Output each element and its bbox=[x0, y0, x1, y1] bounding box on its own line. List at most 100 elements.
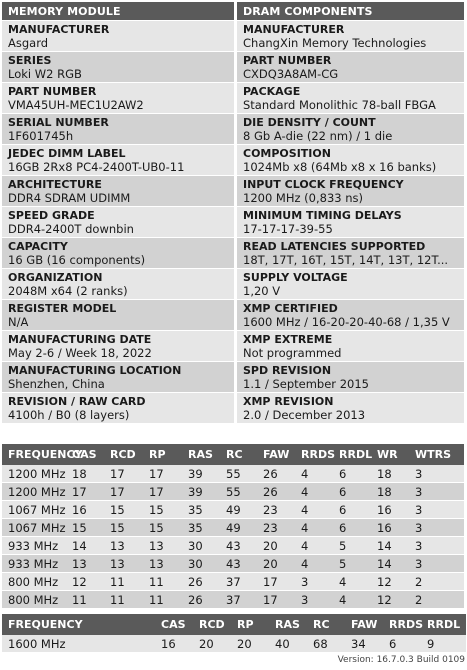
info-row: ORGANIZATION 2048M x64 (2 ranks) SUPPLY VO… bbox=[2, 269, 464, 300]
info-header-row: MEMORY MODULE DRAM COMPONENTS bbox=[2, 2, 464, 21]
field-value: 17-17-17-39-55 bbox=[243, 222, 333, 236]
ras-cell: 35 bbox=[182, 501, 220, 519]
rrdl-cell: 6 bbox=[333, 519, 371, 537]
field-value: 2048M x64 (2 ranks) bbox=[8, 284, 128, 298]
table-row: 1200 MHz 17 17 17 39 55 26 4 6 18 3 bbox=[2, 483, 464, 501]
column-header-frequency: FREQUENCY bbox=[2, 444, 83, 465]
rc-cell: 55 bbox=[220, 465, 257, 483]
column-header-rp: RP bbox=[143, 444, 182, 465]
wr-cell: 18 bbox=[371, 483, 409, 501]
wtrs-cell: 3 bbox=[409, 537, 464, 555]
field-value: 1,20 V bbox=[243, 284, 281, 298]
info-row: JEDEC DIMM LABEL 16GB 2Rx8 PC4-2400T-UB0-… bbox=[2, 145, 464, 176]
faw-cell: 23 bbox=[257, 501, 295, 519]
table-row: 1067 MHz 16 15 15 35 49 23 4 6 16 3 bbox=[2, 501, 464, 519]
info-row: SPEED GRADE DDR4-2400T downbin MINIMUM TIM… bbox=[2, 207, 464, 238]
wtrs-cell: 2 bbox=[409, 573, 464, 591]
wr-cell: 16 bbox=[371, 519, 409, 537]
cas-cell: 12 bbox=[66, 573, 104, 591]
rcd-cell: 13 bbox=[104, 537, 143, 555]
ras-cell: 39 bbox=[182, 483, 220, 501]
rp-cell: 20 bbox=[231, 635, 269, 653]
info-row: MANUFACTURING DATE May 2-6 / Week 18, 202… bbox=[2, 331, 464, 362]
field-label: REGISTER MODEL bbox=[8, 302, 117, 315]
field-label: XMP EXTREME bbox=[243, 333, 333, 346]
faw-cell: 20 bbox=[257, 537, 295, 555]
info-row: REGISTER MODEL N/A XMP CERTIFIED 1600 MHz /… bbox=[2, 300, 464, 331]
frequency-cell: 1067 MHz bbox=[2, 519, 66, 537]
ras-cell: 39 bbox=[182, 465, 220, 483]
column-header-rrds: RRDS bbox=[295, 444, 335, 465]
info-row: REVISION / RAW CARD 4100h / B0 (8 layers)… bbox=[2, 393, 464, 424]
cas-cell: 16 bbox=[155, 635, 193, 653]
column-header-wr: WR bbox=[371, 444, 409, 465]
frequency-cell: 800 MHz bbox=[2, 591, 66, 609]
rrdl-cell: 5 bbox=[333, 537, 371, 555]
table-row: 933 MHz 14 13 13 30 43 20 4 5 14 3 bbox=[2, 537, 464, 555]
rc-cell: 37 bbox=[220, 573, 257, 591]
rrdl-cell: 6 bbox=[333, 465, 371, 483]
module-jedec-dimm-label-cell: JEDEC DIMM LABEL 16GB 2Rx8 PC4-2400T-UB0-… bbox=[2, 145, 237, 176]
rrds-cell: 6 bbox=[383, 635, 421, 653]
rcd-cell: 15 bbox=[104, 501, 143, 519]
field-value: 1600 MHz / 16-20-20-40-68 / 1,35 V bbox=[243, 315, 450, 329]
cas-cell: 16 bbox=[66, 501, 104, 519]
field-label: REVISION / RAW CARD bbox=[8, 395, 146, 408]
column-header-rrdl: RRDL bbox=[333, 444, 372, 465]
column-header-ras: RAS bbox=[182, 444, 220, 465]
dram-minimum-timing-delays-cell: MINIMUM TIMING DELAYS 17-17-17-39-55 bbox=[237, 207, 464, 238]
module-architecture-cell: ARCHITECTURE DDR4 SDRAM UDIMM bbox=[2, 176, 237, 207]
field-label: JEDEC DIMM LABEL bbox=[8, 147, 126, 160]
ras-cell: 30 bbox=[182, 537, 220, 555]
module-part-number-cell: PART NUMBER VMA45UH-MEC1U2AW2 bbox=[2, 83, 237, 114]
rrdl-cell: 6 bbox=[333, 483, 371, 501]
wr-cell: 14 bbox=[371, 555, 409, 573]
module-info-panel: MEMORY MODULE DRAM COMPONENTS MANUFACTUR… bbox=[2, 2, 464, 424]
field-label: COMPOSITION bbox=[243, 147, 331, 160]
rrds-cell: 4 bbox=[295, 501, 333, 519]
field-label: SERIAL NUMBER bbox=[8, 116, 109, 129]
faw-cell: 17 bbox=[257, 573, 295, 591]
column-header-rrds: RRDS bbox=[383, 614, 423, 635]
field-label: SPD REVISION bbox=[243, 364, 332, 377]
frequency-cell: 1200 MHz bbox=[2, 483, 66, 501]
memory-module-header: MEMORY MODULE bbox=[2, 2, 237, 21]
ras-cell: 30 bbox=[182, 555, 220, 573]
wtrs-cell: 3 bbox=[409, 501, 464, 519]
rp-cell: 11 bbox=[143, 573, 182, 591]
wtrs-cell: 3 bbox=[409, 465, 464, 483]
field-value: 1F601745h bbox=[8, 129, 74, 143]
field-label: MINIMUM TIMING DELAYS bbox=[243, 209, 402, 222]
rrds-cell: 4 bbox=[295, 537, 333, 555]
column-header-faw: FAW bbox=[257, 444, 295, 465]
field-label: READ LATENCIES SUPPORTED bbox=[243, 240, 426, 253]
dram-manufacturer-cell: MANUFACTURER ChangXin Memory Technologies bbox=[237, 21, 464, 52]
ras-cell: 35 bbox=[182, 519, 220, 537]
module-register-model-cell: REGISTER MODEL N/A bbox=[2, 300, 237, 331]
column-header-rc: RC bbox=[220, 444, 257, 465]
field-label: SPEED GRADE bbox=[8, 209, 95, 222]
rc-cell: 43 bbox=[220, 537, 257, 555]
rp-cell: 15 bbox=[143, 519, 182, 537]
wtrs-cell: 3 bbox=[409, 519, 464, 537]
frequency-cell: 933 MHz bbox=[2, 537, 66, 555]
dram-xmp-extreme-cell: XMP EXTREME Not programmed bbox=[237, 331, 464, 362]
cas-cell: 14 bbox=[66, 537, 104, 555]
module-series-cell: SERIES Loki W2 RGB bbox=[2, 52, 237, 83]
dram-composition-cell: COMPOSITION 1024Mb x8 (64Mb x8 x 16 banks… bbox=[237, 145, 464, 176]
rp-cell: 11 bbox=[143, 591, 182, 609]
module-manufacturing-date-cell: MANUFACTURING DATE May 2-6 / Week 18, 202… bbox=[2, 331, 237, 362]
dram-read-latencies-supported-cell: READ LATENCIES SUPPORTED 18T, 17T, 16T, 1… bbox=[237, 238, 464, 269]
wr-cell: 18 bbox=[371, 465, 409, 483]
faw-cell: 20 bbox=[257, 555, 295, 573]
module-capacity-cell: CAPACITY 16 GB (16 components) bbox=[2, 238, 237, 269]
rc-cell: 37 bbox=[220, 591, 257, 609]
ras-cell: 26 bbox=[182, 573, 220, 591]
field-label: PART NUMBER bbox=[243, 54, 332, 67]
version-label: Version: 16.7.0.3 Build 0109 bbox=[337, 655, 465, 665]
info-row: CAPACITY 16 GB (16 components) READ LATENC… bbox=[2, 238, 464, 269]
field-value: Asgard bbox=[8, 36, 49, 50]
cas-cell: 18 bbox=[66, 465, 104, 483]
info-row: MANUFACTURING LOCATION Shenzhen, China SPD… bbox=[2, 362, 464, 393]
